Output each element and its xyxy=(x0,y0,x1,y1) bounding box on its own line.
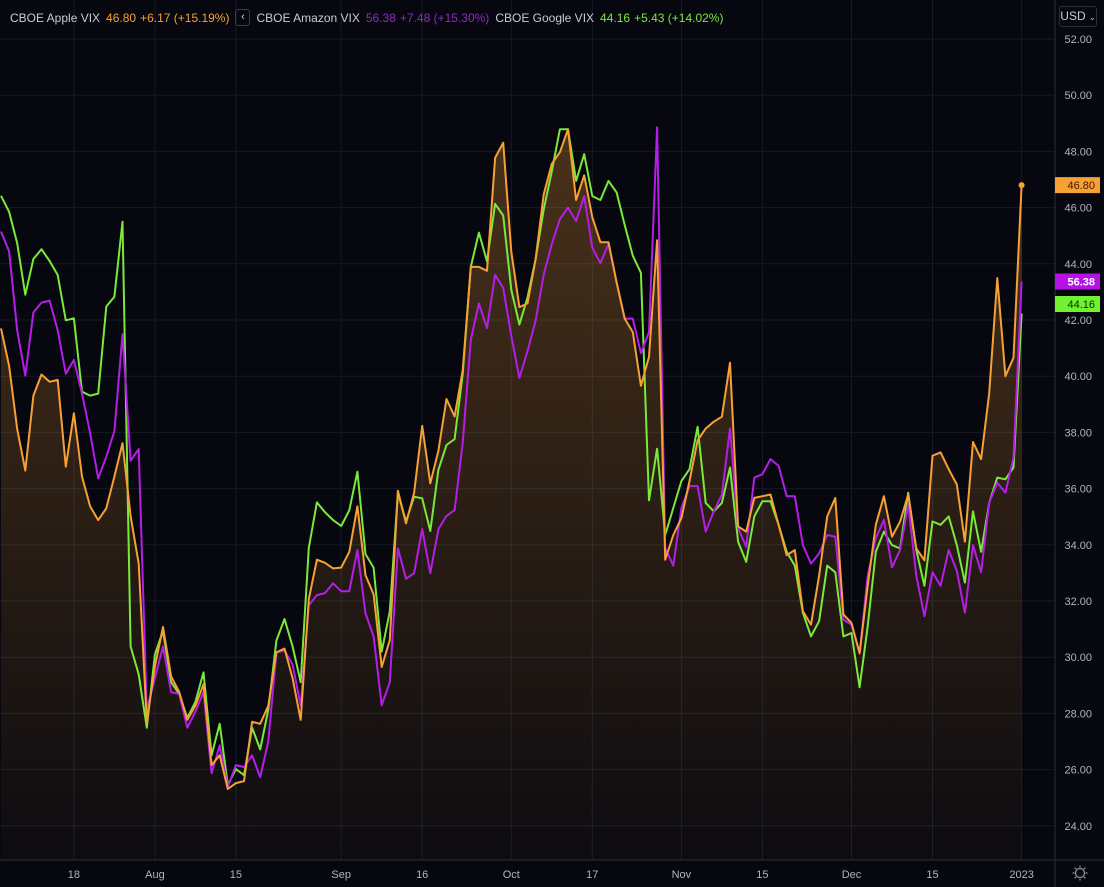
x-tick-label: 2023 xyxy=(1009,869,1033,881)
y-tick-label: 26.00 xyxy=(1064,765,1092,777)
time-axis[interactable]: 18 Aug 15 Sep 16 Oct 17 Nov 15 Dec 15 2023 xyxy=(68,869,1034,881)
series-lines xyxy=(0,126,1025,790)
chevron-down-icon: ⌄ xyxy=(1088,13,1096,22)
x-tick-label: 17 xyxy=(586,869,598,881)
y-tick-label: 50.00 xyxy=(1064,90,1092,102)
y-tick-label: 46.00 xyxy=(1064,203,1092,215)
currency-label: USD xyxy=(1060,9,1086,23)
y-tick-label: 30.00 xyxy=(1064,652,1092,664)
last-value-badge: 44.16 xyxy=(1067,299,1095,311)
x-tick-label: 16 xyxy=(416,869,428,881)
x-tick-label: Sep xyxy=(331,869,351,881)
legend-change-amazon: +7.48 (+15.30%) xyxy=(399,10,490,25)
series-area-0 xyxy=(1,129,1022,860)
series-line-0 xyxy=(0,128,1023,790)
y-tick-label: 32.00 xyxy=(1064,596,1092,608)
y-tick-label: 34.00 xyxy=(1064,540,1092,552)
legend-change-apple: +6.17 (+15.19%) xyxy=(140,10,230,25)
y-tick-label: 40.00 xyxy=(1064,371,1092,383)
legend: CBOE Apple VIX 46.80 +6.17 (+15.19%) ‹ C… xyxy=(10,9,729,26)
x-tick-label: Oct xyxy=(503,869,520,881)
x-tick-label: 15 xyxy=(230,869,242,881)
legend-value-google: 44.16 xyxy=(600,10,631,25)
last-value-badge: 56.38 xyxy=(1067,277,1095,289)
last-value-badge: 46.80 xyxy=(1067,180,1095,192)
last-value-badge-bg xyxy=(1055,273,1100,290)
currency-dropdown[interactable]: USD ⌄ xyxy=(1059,6,1097,27)
x-tick-label: 15 xyxy=(756,869,768,881)
area-fill xyxy=(1,129,1022,860)
y-tick-label: 36.00 xyxy=(1064,484,1092,496)
legend-name-amazon: CBOE Amazon VIX xyxy=(256,10,360,25)
legend-value-apple: 46.80 xyxy=(106,10,137,25)
x-tick-label: Aug xyxy=(145,869,165,881)
legend-change-google: +5.43 (+14.02%) xyxy=(634,10,724,25)
x-tick-label: Nov xyxy=(672,869,692,881)
last-point-marker xyxy=(1018,182,1025,189)
x-tick-label: 15 xyxy=(926,869,938,881)
legend-value-amazon: 56.38 xyxy=(365,10,396,25)
series-line-2 xyxy=(0,128,1023,787)
gear-icon[interactable] xyxy=(1071,864,1089,882)
last-value-badge-bg xyxy=(1055,177,1100,194)
x-tick-label: Dec xyxy=(842,869,862,881)
y-tick-label: 42.00 xyxy=(1064,315,1092,327)
last-value-labels: 46.80 56.38 44.16 xyxy=(1055,177,1100,312)
y-tick-label: 38.00 xyxy=(1064,427,1092,439)
y-tick-label: 52.00 xyxy=(1064,34,1092,46)
x-tick-label: 18 xyxy=(68,869,80,881)
legend-name-google: CBOE Google VIX xyxy=(495,10,595,25)
chevron-left-icon[interactable]: ‹ xyxy=(235,9,251,26)
y-tick-label: 48.00 xyxy=(1064,146,1092,158)
legend-name-apple: CBOE Apple VIX xyxy=(10,10,101,25)
last-value-badge-bg xyxy=(1055,296,1100,312)
y-tick-label: 44.00 xyxy=(1064,259,1092,271)
y-tick-label: 24.00 xyxy=(1064,821,1092,833)
y-tick-label: 28.00 xyxy=(1064,708,1092,720)
price-axis[interactable]: 24.00 26.00 28.00 30.00 32.00 34.00 36.00 38.00… xyxy=(1064,34,1092,833)
